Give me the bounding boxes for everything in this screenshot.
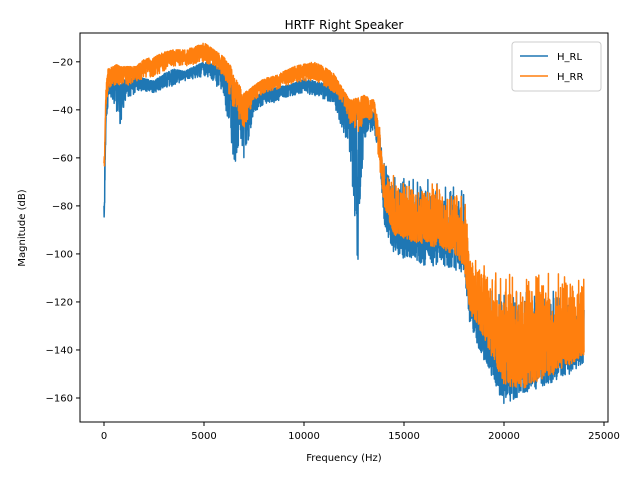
x-tick-label: 15000 <box>388 431 420 442</box>
y-tick-label: −140 <box>46 345 73 356</box>
legend-box <box>511 41 602 92</box>
x-axis: 0 5000 10000 15000 20000 25000 <box>101 422 620 442</box>
y-tick-label: −20 <box>52 57 73 68</box>
y-tick-label: −120 <box>46 297 73 308</box>
y-tick-label: −80 <box>52 201 73 212</box>
x-axis-label: Frequency (Hz) <box>306 453 382 464</box>
chart-title: HRTF Right Speaker <box>285 18 404 32</box>
legend-label-h-rr: H_RR <box>557 72 583 83</box>
x-tick-label: 5000 <box>191 431 216 442</box>
series-layer <box>103 42 585 405</box>
plot-area <box>79 32 609 423</box>
legend: H_RL H_RR <box>511 41 602 92</box>
legend-label-h-rl: H_RL <box>557 52 582 63</box>
y-tick-label: −40 <box>52 105 73 116</box>
plot-frame <box>79 32 609 423</box>
x-tick-label: 0 <box>101 431 107 442</box>
y-tick-label: −100 <box>46 249 73 260</box>
series-line-h-rr <box>103 42 585 389</box>
y-axis-label: Magnitude (dB) <box>17 189 28 266</box>
x-tick-label: 20000 <box>488 431 520 442</box>
y-axis: −160 −140 −120 −100 −80 −60 −40 −20 <box>46 57 80 404</box>
x-tick-label: 25000 <box>588 431 620 442</box>
y-tick-label: −60 <box>52 153 73 164</box>
y-tick-label: −160 <box>46 393 73 404</box>
x-tick-label: 10000 <box>288 431 320 442</box>
